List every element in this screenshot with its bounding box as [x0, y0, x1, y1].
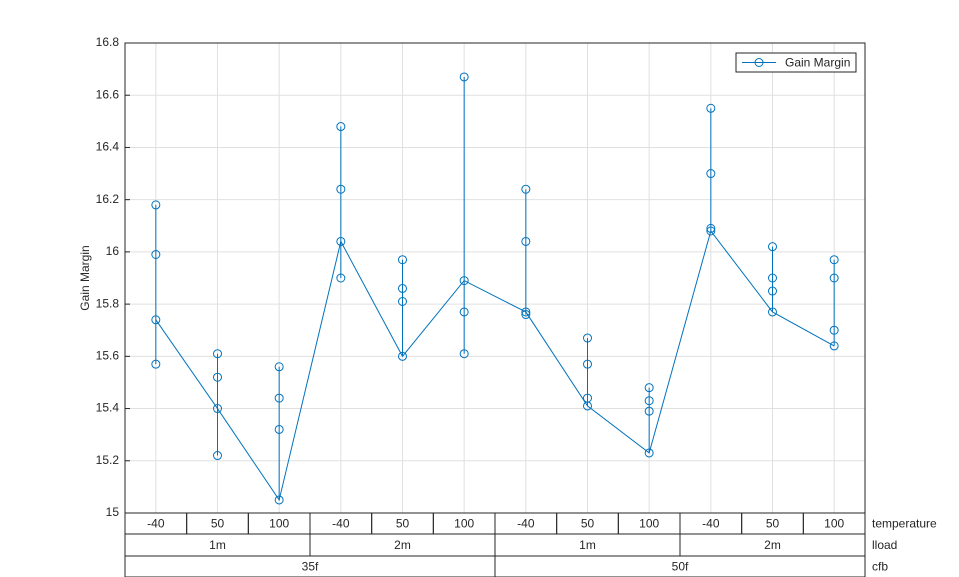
x-tick-label: 100: [269, 517, 289, 531]
x-tick-label: 2m: [394, 538, 411, 552]
marker: [583, 393, 592, 403]
marker: [706, 169, 716, 179]
x-tick-label: -40: [702, 517, 720, 531]
marker: [274, 495, 284, 505]
marker: [213, 404, 222, 414]
marker: [829, 325, 839, 335]
legend-marker: [754, 58, 764, 67]
x-tick-label: 50: [766, 517, 780, 531]
x-level-name: temperature: [872, 517, 937, 531]
marker: [398, 351, 407, 361]
x-tick-label: 1m: [579, 538, 596, 552]
marker: [398, 297, 407, 306]
marker: [336, 273, 346, 283]
marker: [274, 362, 284, 372]
marker: [459, 72, 469, 82]
y-tick-label: 16.8: [96, 35, 120, 49]
marker: [459, 349, 469, 359]
marker: [151, 359, 161, 369]
marker: [521, 184, 531, 194]
marker: [644, 406, 654, 416]
legend-box: [735, 52, 857, 73]
y-tick-label: 16.4: [96, 140, 120, 154]
y-tick-label: 15.4: [96, 401, 120, 415]
x-tick-label: 50f: [672, 560, 689, 574]
marker: [706, 226, 716, 236]
x-tick-label: 100: [639, 517, 659, 531]
marker: [521, 236, 531, 246]
marker: [459, 307, 469, 317]
marker: [151, 315, 161, 325]
marker: [768, 307, 777, 317]
y-tick-label: 16.2: [96, 192, 120, 206]
marker: [336, 184, 346, 194]
marker: [213, 451, 222, 461]
x-tick-label: 50: [396, 517, 410, 531]
plot-frame: [124, 42, 866, 514]
y-tick-label: 15.6: [96, 349, 120, 363]
x-tick-label: -40: [332, 517, 350, 531]
marker: [336, 122, 346, 132]
y-tick-label: 15.8: [96, 296, 120, 310]
x-tick-label: 100: [454, 517, 474, 531]
y-tick-label: 16: [106, 244, 120, 258]
marker: [151, 250, 161, 259]
y-tick-label: 15: [106, 505, 120, 519]
marker: [706, 103, 716, 113]
x-tick-label: 1m: [209, 538, 226, 552]
marker: [768, 242, 777, 252]
x-tick-label: -40: [517, 517, 535, 531]
marker: [151, 200, 161, 210]
marker: [829, 341, 839, 351]
marker: [644, 448, 654, 458]
x-tick-label: 2m: [764, 538, 781, 552]
x-level-name: lload: [872, 538, 897, 552]
marker: [768, 273, 777, 283]
marker: [521, 307, 531, 317]
y-axis-label: Gain Margin: [78, 245, 92, 310]
marker: [459, 276, 469, 286]
marker: [706, 223, 716, 233]
marker: [583, 333, 592, 343]
marker: [274, 393, 284, 403]
marker: [521, 310, 531, 320]
marker: [274, 424, 284, 434]
x-tick-label: 35f: [302, 560, 319, 574]
marker: [398, 283, 407, 293]
x-tick-label: 100: [824, 517, 844, 531]
x-tick-label: 50: [211, 517, 225, 531]
marker: [336, 236, 346, 246]
x-level-name: cfb: [872, 560, 888, 574]
legend-label: Gain Margin: [785, 56, 850, 70]
marker: [583, 359, 592, 369]
x-tick-label: -40: [147, 517, 165, 531]
y-tick-label: 16.6: [96, 87, 120, 101]
y-tick-label: 15.2: [96, 453, 120, 467]
marker: [398, 255, 407, 265]
marker: [768, 286, 777, 296]
x-level-cell: [494, 555, 866, 577]
marker: [644, 396, 654, 406]
series-line: [155, 229, 835, 502]
marker: [829, 273, 839, 283]
marker: [644, 383, 654, 393]
marker: [829, 255, 839, 265]
marker: [213, 372, 222, 382]
marker: [213, 349, 222, 359]
x-tick-label: 50: [581, 517, 595, 531]
